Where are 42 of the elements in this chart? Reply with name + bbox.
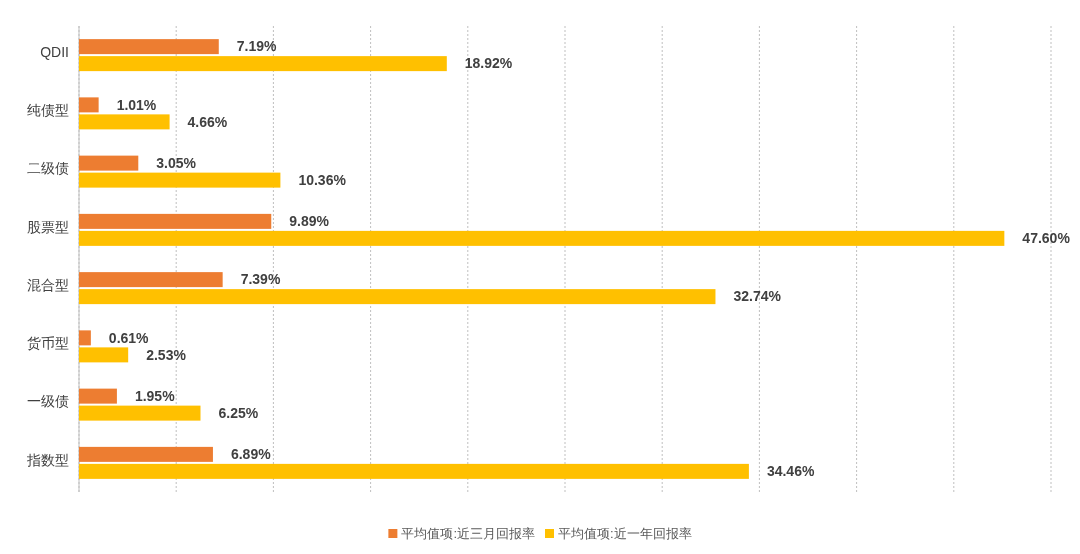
y-tick-label: 股票型 <box>27 218 69 235</box>
y-tick-label: 混合型 <box>27 276 69 293</box>
legend-label: 平均值项:近一年回报率 <box>558 526 692 541</box>
data-label: 47.60% <box>1022 230 1071 247</box>
bar <box>79 405 201 421</box>
data-label: 32.74% <box>733 288 782 305</box>
data-label: 0.61% <box>108 329 150 346</box>
bar <box>79 388 117 404</box>
data-label: 6.25% <box>218 404 259 421</box>
bar <box>79 463 749 479</box>
data-label: 1.01% <box>116 96 157 113</box>
bar <box>79 330 91 346</box>
data-label: 3.05% <box>156 154 197 171</box>
y-tick-label: 纯债型 <box>27 102 69 119</box>
data-label: 7.39% <box>240 271 281 288</box>
bar <box>79 172 281 188</box>
data-label: 18.92% <box>464 55 513 72</box>
bar <box>79 446 213 462</box>
bar <box>79 155 139 171</box>
bar <box>79 272 223 288</box>
bar <box>79 56 447 72</box>
data-label: 9.89% <box>289 213 330 230</box>
y-tick-label: QDII <box>40 43 69 60</box>
data-label: 1.95% <box>134 387 176 404</box>
bar <box>79 114 170 130</box>
bar <box>79 97 99 113</box>
bar <box>79 39 219 55</box>
data-label: 4.66% <box>187 113 228 130</box>
data-label: 34.46% <box>766 463 815 480</box>
bar <box>79 213 272 229</box>
bar <box>79 230 1005 246</box>
y-tick-label: 二级债 <box>27 160 69 177</box>
y-tick-label: 货币型 <box>27 335 69 352</box>
data-label: 6.89% <box>230 446 272 463</box>
data-label: 7.19% <box>236 38 278 55</box>
y-tick-label: 指数型 <box>26 451 69 468</box>
bar <box>79 347 129 363</box>
y-tick-label: 一级债 <box>27 393 69 410</box>
data-label: 2.53% <box>146 346 187 363</box>
data-label: 10.36% <box>298 171 347 188</box>
legend-label: 平均值项:近三月回报率 <box>401 526 535 541</box>
bar <box>79 289 716 305</box>
